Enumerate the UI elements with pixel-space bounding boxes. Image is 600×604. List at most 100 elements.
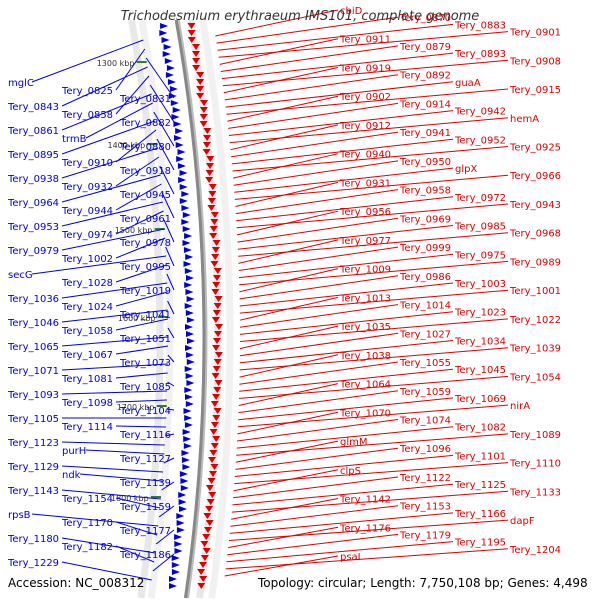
reverse-gene-arrow [209, 233, 218, 239]
forward-gene-arrow [184, 282, 193, 288]
forward-gene-arrow [180, 478, 189, 484]
right-gene-label: Tery_0958 [399, 186, 451, 197]
reverse-gene-arrow [211, 289, 220, 295]
right-label-leader [228, 526, 339, 549]
right-label-leader [216, 16, 399, 44]
left-gene-label: Tery_0932 [61, 182, 113, 193]
right-label-leader [234, 167, 454, 193]
reverse-gene-arrow [202, 142, 211, 148]
left-gene-label: ndk [62, 470, 81, 481]
reverse-gene-arrow [203, 135, 212, 141]
reverse-gene-arrow [205, 520, 214, 526]
left-label-leader [145, 57, 175, 99]
reverse-gene-arrow [205, 177, 214, 183]
left-label-leader [115, 264, 167, 283]
forward-gene-arrow [184, 233, 193, 239]
reverse-gene-arrow [196, 72, 205, 78]
right-label-leader [235, 440, 339, 463]
backbone-arc [174, 19, 206, 599]
left-label-leader [61, 228, 165, 251]
left-gene-label: Tery_0882 [119, 118, 171, 129]
left-gene-label: Tery_0938 [7, 174, 59, 185]
reverse-gene-arrow [211, 317, 220, 323]
left-gene-label: Tery_1229 [7, 558, 59, 569]
forward-gene-arrow [171, 569, 180, 575]
right-gene-label: Tery_1001 [509, 286, 561, 297]
reverse-gene-arrow [211, 373, 220, 379]
forward-gene-arrow [179, 198, 188, 204]
right-label-leader [215, 9, 339, 37]
left-gene-label: Tery_1186 [119, 550, 171, 561]
right-gene-label: cbiD [340, 6, 363, 17]
left-gene-label: Tery_0861 [7, 126, 59, 137]
right-gene-label: Tery_1045 [454, 365, 506, 376]
left-label-leader [85, 449, 165, 455]
right-label-leader [239, 289, 509, 314]
forward-gene-arrow [185, 352, 194, 358]
right-gene-label: Tery_1133 [509, 487, 561, 498]
right-gene-label: Tery_0950 [399, 157, 451, 168]
right-gene-label: Tery_1166 [454, 509, 506, 520]
left-label-leader [61, 147, 159, 179]
right-label-leader [237, 419, 399, 442]
left-gene-label: Tery_0880 [119, 142, 171, 153]
forward-gene-arrow [175, 142, 184, 148]
right-label-leader [239, 368, 454, 392]
right-gene-label: Tery_0940 [339, 150, 391, 161]
left-label-leader [61, 441, 165, 446]
forward-gene-arrow [185, 289, 194, 295]
right-label-leader [233, 469, 339, 492]
left-gene-label: Tery_0910 [61, 158, 113, 169]
right-label-leader [224, 74, 399, 101]
left-label-leader [61, 465, 164, 473]
right-label-leader [239, 340, 454, 364]
right-gene-label: Tery_0893 [454, 49, 506, 60]
reverse-gene-arrow [187, 23, 196, 29]
right-label-leader [239, 354, 339, 378]
right-gene-label: Tery_0912 [339, 121, 391, 132]
right-gene-label: Tery_1034 [454, 337, 506, 348]
left-gene-label: Tery_1051 [119, 334, 171, 345]
forward-gene-arrow [185, 310, 194, 316]
right-label-leader [238, 397, 454, 421]
forward-gene-arrow [175, 128, 184, 134]
reverse-gene-arrow [212, 240, 221, 246]
left-gene-label: Tery_0895 [7, 150, 59, 161]
right-gene-label: Tery_1195 [454, 538, 506, 549]
reverse-gene-arrow [215, 324, 223, 330]
forward-gene-arrow [174, 135, 182, 141]
left-gene-label: Tery_0974 [61, 230, 113, 241]
left-gene-label: Tery_1036 [7, 294, 59, 305]
left-label-leader [61, 537, 156, 554]
reverse-gene-arrow [187, 30, 196, 36]
forward-gene-arrow [172, 107, 181, 113]
reverse-gene-arrow [205, 506, 214, 512]
right-gene-label: Tery_0968 [509, 229, 561, 240]
forward-gene-arrow [159, 30, 168, 36]
right-label-leader [226, 541, 454, 563]
right-gene-label: Tery_0915 [509, 85, 561, 96]
reverse-gene-arrow [208, 492, 217, 498]
left-label-leader [31, 255, 167, 275]
left-gene-label: Tery_1002 [61, 254, 113, 265]
left-gene-label: Tery_1182 [61, 542, 113, 553]
forward-gene-arrow [186, 380, 195, 386]
reverse-gene-arrow [200, 541, 209, 547]
forward-gene-arrow [183, 408, 192, 414]
right-gene-label: Tery_0985 [454, 222, 506, 233]
right-label-leader [238, 246, 399, 271]
right-gene-label: Tery_0892 [399, 71, 451, 82]
left-gene-label: purH [62, 446, 86, 457]
right-label-leader [239, 311, 454, 335]
left-label-leader [61, 201, 164, 227]
right-gene-label: Tery_0919 [339, 64, 391, 75]
right-label-leader [239, 332, 399, 357]
left-gene-label: Tery_1127 [119, 454, 171, 465]
left-label-leader [156, 138, 175, 171]
right-label-leader [235, 447, 399, 470]
forward-gene-arrow [173, 121, 182, 127]
left-gene-label: Tery_1180 [7, 534, 59, 545]
right-gene-label: Tery_1074 [399, 416, 451, 427]
reverse-gene-arrow [196, 93, 205, 99]
